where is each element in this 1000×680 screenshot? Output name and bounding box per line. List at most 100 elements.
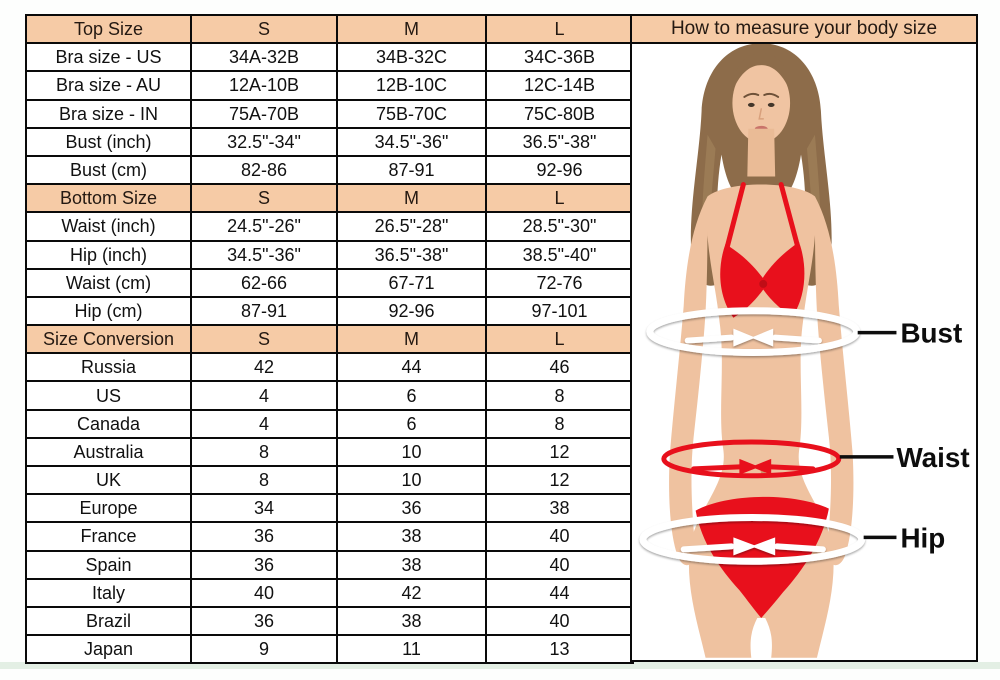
size-value-cell: 38 <box>485 493 634 524</box>
row-label: Hip (inch) <box>25 239 192 270</box>
measurement-figure: Bust Waist Hip <box>639 44 970 658</box>
eyebrow-right <box>763 92 780 98</box>
row-label: Bra size - AU <box>25 70 192 101</box>
table-row: Bust (inch) 32.5"-34" 34.5"-36" 36.5"-38" <box>25 126 634 157</box>
size-value-cell: 6 <box>336 408 487 439</box>
size-value-cell: 92-96 <box>336 295 487 327</box>
row-label: Russia <box>25 352 192 383</box>
table-row: Hip (inch) 34.5"-36" 36.5"-38" 38.5"-40" <box>25 239 634 270</box>
table-row: Italy 40 42 44 <box>25 577 634 608</box>
size-value-cell: 11 <box>336 634 487 665</box>
table-row: US 4 6 8 <box>25 380 634 411</box>
size-value-cell: 62-66 <box>190 267 338 298</box>
table-row: Canada 4 6 8 <box>25 408 634 439</box>
size-value-cell: 40 <box>485 549 634 580</box>
table-row: Bra size - IN 75A-70B 75B-70C 75C-80B <box>25 98 634 129</box>
size-value-cell: 34 <box>190 493 338 524</box>
size-value-cell: 67-71 <box>336 267 487 298</box>
table-row: Hip (cm) 87-91 92-96 97-101 <box>25 295 634 327</box>
size-value-cell: 12A-10B <box>190 70 338 101</box>
size-value-cell: 34B-32C <box>336 42 487 73</box>
table-row: UK 8 10 12 <box>25 464 634 496</box>
size-value-cell: 36 <box>190 605 338 637</box>
waist-ring <box>661 439 842 479</box>
row-label: Australia <box>25 436 192 468</box>
size-value-cell: 8 <box>485 408 634 439</box>
table-row: Spain 36 38 40 <box>25 549 634 580</box>
row-label: Bra size - US <box>25 42 192 73</box>
size-value-cell: 44 <box>485 577 634 608</box>
bust-ring <box>646 307 861 356</box>
size-column-header: S <box>190 183 338 214</box>
size-value-cell: 8 <box>190 436 338 468</box>
size-value-cell: 4 <box>190 408 338 439</box>
size-value-cell: 34.5"-36" <box>336 126 487 157</box>
row-label: Bra size - IN <box>25 98 192 129</box>
hip-label: Hip <box>900 522 945 553</box>
size-column-header: L <box>485 324 634 355</box>
row-label: Brazil <box>25 605 192 637</box>
size-table: Top Size S M L Bra size - US 34A-32B 34B-32C 34… <box>25 13 634 665</box>
eye-right <box>767 102 775 108</box>
row-label: Spain <box>25 549 192 580</box>
size-value-cell: 36.5"-38" <box>336 239 487 270</box>
size-value-cell: 42 <box>336 577 487 608</box>
row-label: Canada <box>25 408 192 439</box>
eyebrow-left <box>743 92 760 98</box>
row-label: Japan <box>25 634 192 665</box>
table-row: Waist (inch) 24.5"-26" 26.5"-28" 28.5"-30" <box>25 211 634 242</box>
table-row: Bra size - AU 12A-10B 12B-10C 12C-14B <box>25 70 634 101</box>
section-header-label: Bottom Size <box>25 183 192 214</box>
row-label: Italy <box>25 577 192 608</box>
eye-left <box>747 102 755 108</box>
size-value-cell: 32.5"-34" <box>190 126 338 157</box>
size-column-header: S <box>190 324 338 355</box>
measure-panel-header: How to measure your body size <box>630 14 978 44</box>
size-value-cell: 9 <box>190 634 338 665</box>
bikini-strap-right <box>778 181 800 247</box>
section-header-row: Top Size S M L <box>25 13 634 45</box>
table-row: Russia 42 44 46 <box>25 352 634 383</box>
row-label: US <box>25 380 192 411</box>
section-header-row: Bottom Size S M L <box>25 183 634 214</box>
left-arm <box>669 196 708 566</box>
size-value-cell: 40 <box>190 577 338 608</box>
size-value-cell: 10 <box>336 436 487 468</box>
size-value-cell: 12C-14B <box>485 70 634 101</box>
right-arm <box>814 196 854 566</box>
size-column-header: L <box>485 183 634 214</box>
table-row: Bust (cm) 82-86 87-91 92-96 <box>25 154 634 186</box>
measure-panel: Bust Waist Hip <box>630 42 978 662</box>
size-value-cell: 24.5"-26" <box>190 211 338 242</box>
size-value-cell: 12 <box>485 464 634 496</box>
size-column-header: M <box>336 324 487 355</box>
neck <box>747 128 776 177</box>
hair-highlight <box>701 134 821 266</box>
page-bottom-strip <box>0 662 1000 669</box>
row-label: Waist (inch) <box>25 211 192 242</box>
section-header-row: Size Conversion S M L <box>25 324 634 355</box>
bikini-top-right-cup <box>759 242 805 316</box>
size-value-cell: 38.5"-40" <box>485 239 634 270</box>
size-value-cell: 38 <box>336 549 487 580</box>
size-value-cell: 12B-10C <box>336 70 487 101</box>
size-column-header: M <box>336 13 487 45</box>
size-value-cell: 38 <box>336 521 487 552</box>
row-label: Bust (cm) <box>25 154 192 186</box>
table-row: France 36 38 40 <box>25 521 634 552</box>
size-value-cell: 34A-32B <box>190 42 338 73</box>
size-value-cell: 10 <box>336 464 487 496</box>
waist-label: Waist <box>896 442 969 473</box>
row-label: Europe <box>25 493 192 524</box>
size-value-cell: 75A-70B <box>190 98 338 129</box>
size-value-cell: 8 <box>485 380 634 411</box>
size-column-header: L <box>485 13 634 45</box>
size-value-cell: 36 <box>336 493 487 524</box>
size-value-cell: 36 <box>190 549 338 580</box>
row-label: Bust (inch) <box>25 126 192 157</box>
row-label: Waist (cm) <box>25 267 192 298</box>
size-value-cell: 46 <box>485 352 634 383</box>
size-value-cell: 13 <box>485 634 634 665</box>
row-label: UK <box>25 464 192 496</box>
